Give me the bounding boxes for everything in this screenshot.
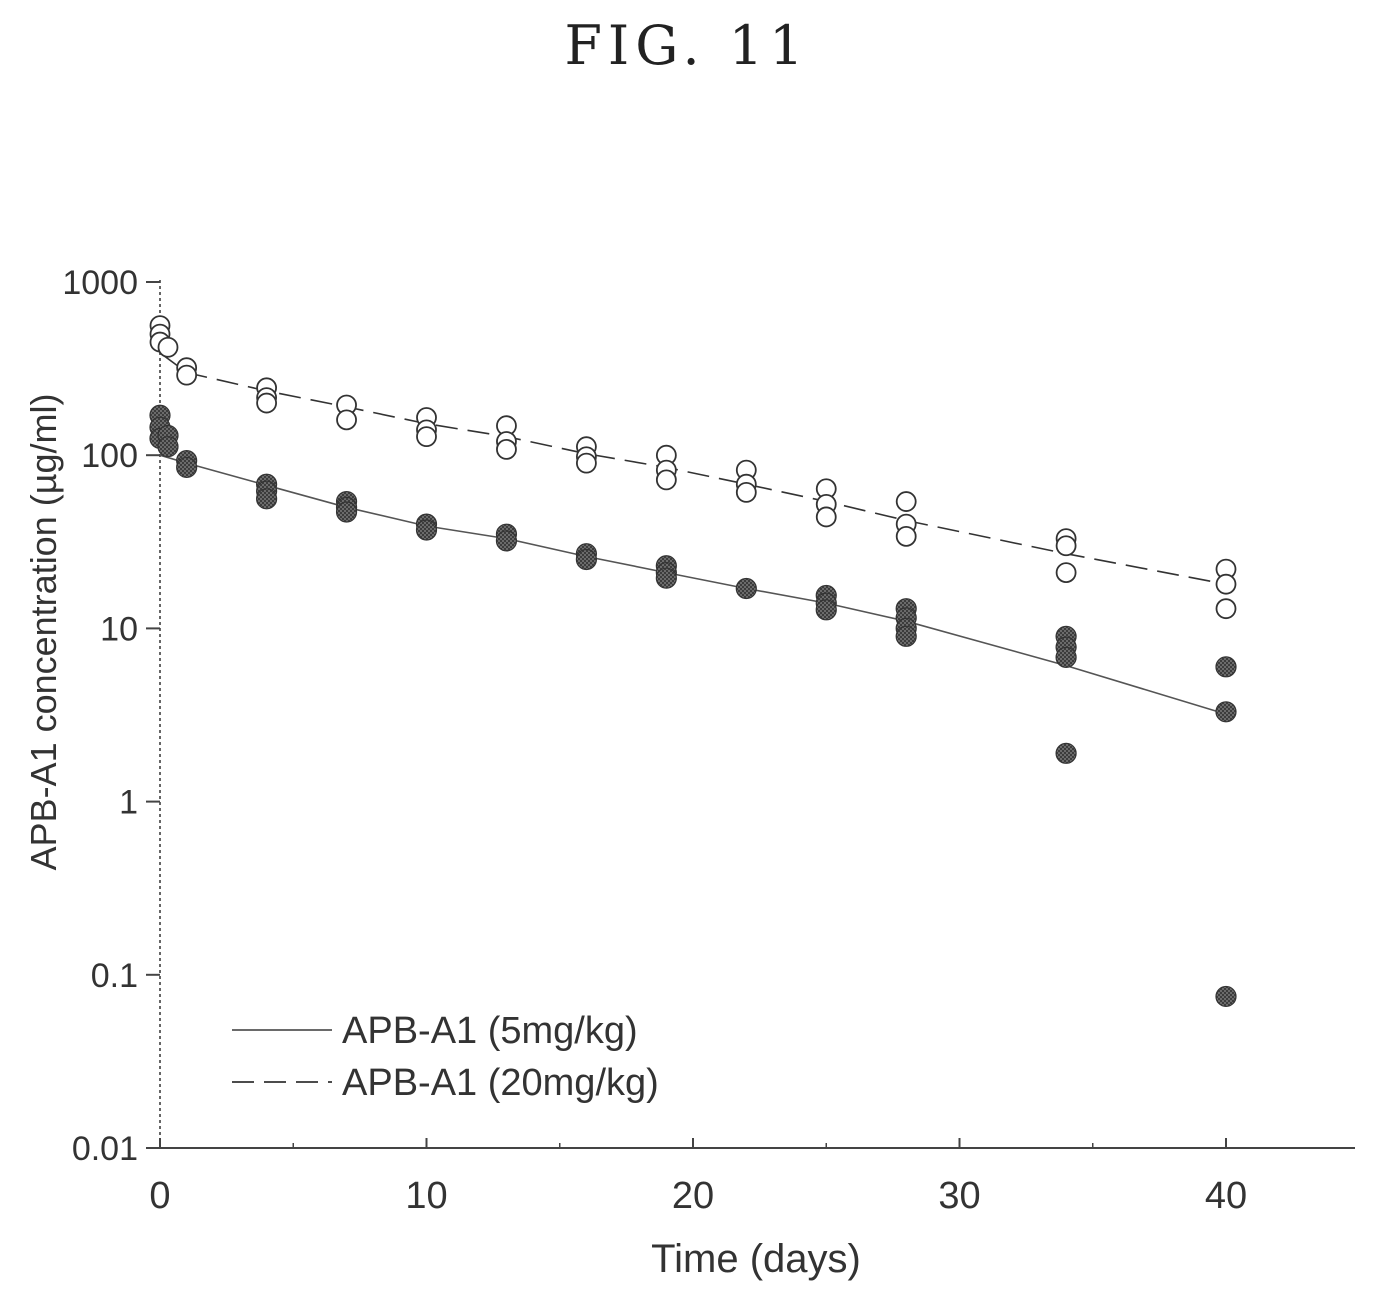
series-1-point: [895, 625, 917, 647]
x-tick-label: 0: [149, 1175, 170, 1217]
legend-label-1: APB-A1 (5mg/kg): [342, 1010, 638, 1052]
y-axis-label: APB-A1 concentration (µg/ml): [23, 394, 64, 871]
legend: APB-A1 (5mg/kg) APB-A1 (20mg/kg): [232, 1010, 659, 1104]
axes: 0 10 20 30 40 0.01 0.1 1 10 100 1000: [62, 264, 1355, 1217]
y-tick-label: 1: [119, 784, 138, 822]
series-2-point: [416, 426, 437, 448]
legend-label-2: APB-A1 (20mg/kg): [342, 1062, 659, 1104]
series-2-point: [336, 409, 357, 431]
series-2-point: [815, 506, 837, 528]
series-1-point: [1215, 701, 1237, 723]
series-1-point: [735, 577, 757, 600]
y-tick-label: 100: [81, 437, 138, 475]
series-1-point: [1055, 742, 1077, 764]
x-axis-label: Time (days): [651, 1237, 861, 1281]
series-2-point: [735, 481, 757, 503]
series-2-point: [256, 392, 278, 414]
series-1-point: [815, 599, 837, 621]
series-2-point: [1055, 535, 1077, 557]
series-2-point: [1215, 598, 1237, 620]
y-tick-label: 1000: [62, 264, 138, 302]
series-1-point: [655, 567, 677, 589]
series-2-point: [576, 452, 597, 474]
figure-title: FIG. 11: [564, 14, 810, 77]
series-1-point: [495, 530, 518, 552]
series-1-point: [575, 548, 598, 571]
series-2-point: [496, 439, 517, 460]
series-1-point: [1215, 985, 1237, 1008]
series-1-point: [1055, 646, 1077, 669]
y-tick-label: 0.1: [91, 957, 138, 995]
axis-labels: Time (days) APB-A1 concentration (µg/ml): [23, 394, 861, 1281]
series-2-point: [157, 336, 179, 358]
series-2-point: [176, 364, 198, 386]
x-tick-label: 40: [1205, 1175, 1247, 1217]
series-2-point: [1215, 573, 1237, 595]
y-tick-label: 10: [100, 610, 138, 648]
x-tick-label: 10: [405, 1175, 447, 1217]
series-1-point: [176, 456, 198, 479]
y-tick-label: 0.01: [72, 1130, 138, 1168]
series-1-point: [157, 436, 179, 458]
x-tick-label: 20: [672, 1175, 714, 1217]
data-points: [149, 315, 1237, 1008]
series-2-point: [895, 491, 917, 512]
series-1-point: [1215, 656, 1237, 678]
series-2-point: [895, 525, 917, 547]
series-2-point: [1055, 562, 1077, 583]
series-1-point: [415, 519, 438, 541]
series-2-point: [655, 469, 677, 491]
x-tick-label: 30: [938, 1175, 980, 1217]
series-1-point: [335, 501, 358, 523]
series-1-fit-line: [159, 454, 1227, 715]
series-1-point: [256, 488, 278, 510]
